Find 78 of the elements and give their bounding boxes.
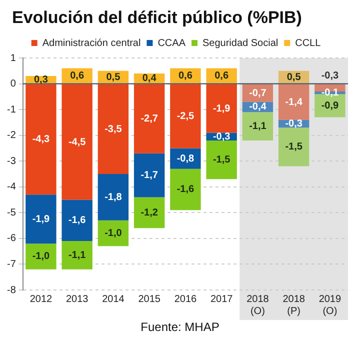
bar	[170, 84, 201, 148]
y-tick-label: -6	[6, 233, 16, 244]
y-tick-label: 1	[10, 52, 16, 64]
data-label: 0,5	[286, 72, 302, 83]
legend-label: CCLL	[295, 38, 322, 49]
data-label: -1,0	[104, 228, 122, 240]
bar	[98, 174, 129, 220]
data-label: -1,5	[285, 142, 303, 153]
data-label: 0,6	[178, 70, 193, 82]
x-tick-label: 2018 (P)	[282, 294, 306, 317]
y-tick-label: -1	[6, 104, 16, 116]
chart-title: Evolución del déficit público (%PIB)	[11, 7, 303, 29]
bar	[206, 84, 237, 133]
y-tick-label: -3	[6, 156, 16, 167]
bar	[26, 194, 56, 244]
bar	[278, 84, 310, 120]
data-label: -0,3	[212, 131, 231, 142]
data-label: -1,6	[68, 215, 86, 226]
bar	[62, 241, 92, 270]
bar	[98, 220, 129, 246]
data-label: 0,6	[70, 70, 84, 82]
bar	[134, 197, 165, 228]
x-tick-label: 2012	[30, 294, 53, 305]
data-label: -4,5	[68, 136, 86, 148]
data-label: 0,3	[34, 74, 48, 86]
data-label: -1,8	[104, 192, 122, 203]
x-tick-label: 2014	[102, 294, 125, 305]
bar	[26, 84, 56, 195]
x-tick-label: 2019 (O)	[318, 294, 342, 317]
data-label: -3,5	[104, 124, 122, 135]
data-label: -1,9	[212, 103, 231, 114]
y-tick-label: 0	[10, 78, 16, 90]
data-label: -2,5	[176, 111, 194, 122]
legend-label: Administración central	[42, 38, 141, 49]
data-label: 0,5	[106, 72, 121, 83]
data-label: -1,0	[32, 251, 50, 262]
x-tick-label: 2013	[66, 294, 89, 305]
bar	[134, 84, 165, 154]
y-tick-label: -5	[6, 207, 16, 218]
bar	[170, 168, 201, 210]
data-label: -4,3	[32, 134, 50, 146]
data-label: -0,9	[321, 100, 339, 112]
data-label: -2,7	[140, 114, 158, 125]
source-note: Fuente: MHAP	[140, 320, 220, 334]
data-label: -0,8	[176, 153, 194, 164]
data-label: -0,3	[285, 118, 303, 130]
bar	[242, 112, 274, 140]
bar	[62, 200, 92, 242]
bar	[62, 84, 92, 200]
bar	[26, 244, 56, 270]
legend-label: Seguridad Social	[202, 38, 278, 49]
bar	[170, 148, 201, 169]
data-label: -0,3	[321, 70, 339, 82]
data-label: -1,5	[212, 154, 231, 166]
data-label: -1,6	[176, 184, 194, 196]
bar	[206, 140, 237, 180]
data-label: -1,2	[140, 207, 158, 218]
y-tick-label: -7	[6, 258, 16, 270]
x-tick-label: 2017	[210, 294, 234, 305]
data-label: 0,6	[214, 70, 229, 82]
y-tick-label: -2	[6, 130, 16, 142]
data-label: -0,7	[249, 88, 267, 99]
x-tick-label: 2015	[138, 294, 161, 305]
bar	[134, 153, 165, 198]
data-label: -1,4	[285, 96, 303, 108]
x-tick-label: 2016	[174, 294, 198, 305]
y-tick-label: -8	[6, 284, 16, 296]
data-label: -1,7	[140, 170, 158, 182]
bar	[98, 84, 129, 174]
data-label: -1,1	[68, 250, 86, 261]
data-label: -1,9	[32, 214, 50, 225]
bar	[278, 128, 310, 166]
x-tick-label: 2018 (O)	[246, 294, 270, 317]
data-label: -0,4	[249, 102, 267, 113]
data-label: -1,1	[249, 121, 267, 132]
legend-label: CCAA	[158, 38, 186, 49]
y-tick-label: -4	[6, 182, 16, 193]
data-label: 0,4	[142, 73, 157, 84]
